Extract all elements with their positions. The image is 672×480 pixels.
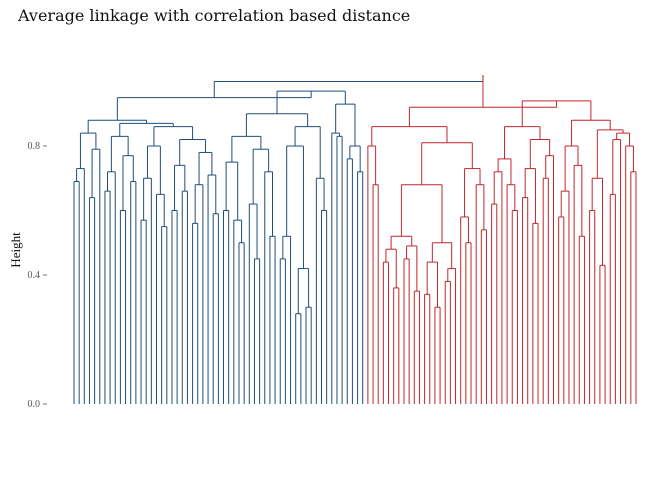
y-tick-label: 0.8 — [28, 141, 41, 152]
y-tick-label: 0.0 — [28, 399, 41, 410]
y-tick-label: 0.4 — [28, 270, 41, 281]
chart-title: Average linkage with correlation based d… — [18, 6, 411, 25]
y-axis: Height 0.0 0.4 0.8 — [8, 141, 47, 410]
dendrogram-links — [73, 75, 637, 404]
y-axis-title: Height — [8, 232, 23, 268]
